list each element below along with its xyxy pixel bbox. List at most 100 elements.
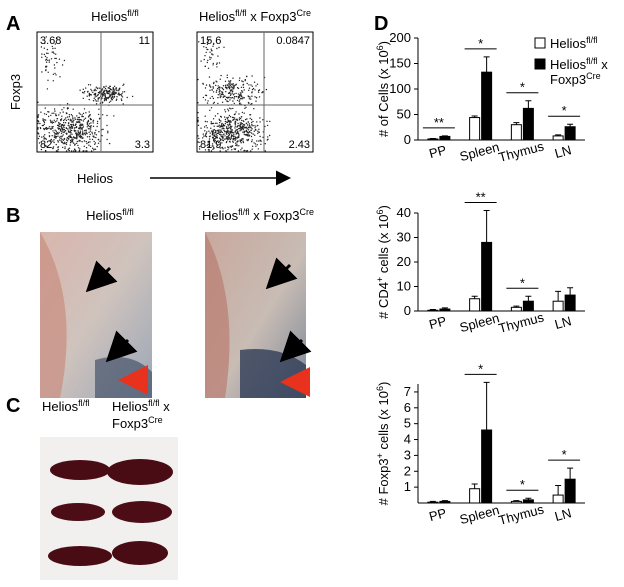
flow-dot [57,150,59,152]
flow-dot [52,125,54,128]
flow-dot [237,131,239,133]
flow-dot [93,149,95,151]
error-bar [483,210,490,243]
flow-dot [239,126,242,128]
flow-dot [96,125,98,128]
flow-dot [92,120,94,122]
flow-dot [121,93,123,95]
flow-dot [251,148,253,150]
flow-dot [231,131,234,133]
flow-dot [64,122,67,124]
flow-dot [213,134,216,136]
flow-dot [212,129,214,131]
flow-dot [60,137,62,140]
flow-dot [42,124,44,127]
label-part: cells (x 10 [376,391,391,453]
flow-dot [63,107,65,109]
label-part: Helios [112,399,149,414]
flow-dot [246,118,248,120]
y-tick-label: 2 [404,463,411,478]
flow-dot [51,51,53,53]
x-tick-label: LN [553,313,573,332]
flow-dot [236,129,238,131]
flow-dot [44,137,46,140]
flow-dot [92,122,94,124]
flow-dot [37,120,39,122]
flow-dot [116,89,118,92]
flow-dot [89,130,92,132]
flow-dot [243,97,245,99]
flow-dot [248,95,250,98]
flow-dot [101,102,104,104]
flow-dot [257,132,259,134]
flow-dot [205,136,208,138]
flow-dot [241,138,243,141]
y-tick-label: 50 [397,107,411,122]
y-tick-label: 4 [404,432,411,447]
flow-dot [67,138,70,140]
flow-dot [89,84,92,86]
flow-dot [104,87,107,90]
legend-swatch [534,58,546,70]
flow-dot [94,96,96,98]
error-bar [567,287,574,296]
flow-dot [69,134,72,136]
flow-dot [54,135,57,137]
flow-dot [215,84,217,87]
flow-dot [40,46,43,48]
flow-dot [41,136,43,138]
flow-dot [238,103,241,105]
flow-dot [213,101,216,104]
flow-dot [247,139,250,141]
flow-dot [224,123,227,125]
flow-dot [108,90,111,92]
flow-dot [245,127,247,129]
significance-label: * [520,275,525,290]
flow-dot [208,138,211,140]
flow-dot [51,135,53,137]
flow-dot [67,128,69,130]
flow-dot [70,123,72,126]
flow-dot [257,130,259,132]
flow-dot [126,96,128,99]
flow-dot [243,131,245,134]
quadrant-value: 3.68 [40,35,61,47]
flow-dot [240,129,242,131]
flow-dot [54,72,56,75]
flow-dot [255,100,257,102]
flow-dot [239,99,241,101]
flow-dot [210,57,212,59]
flow-dot [198,148,201,150]
flow-dot [74,118,77,121]
flow-dot [95,100,98,102]
flow-dot [119,93,121,96]
flow-dot [69,129,72,131]
flow-dot [202,137,204,139]
flow-dot [215,142,217,144]
flow-dot [63,59,66,62]
label-part: Foxp3 [112,416,148,431]
flow-dot [244,118,247,121]
flow-dot [102,128,104,130]
flow-dot [122,103,124,105]
flow-dot [89,133,91,136]
flow-dot [72,124,75,127]
flow-dot [91,131,93,133]
flow-dot [235,92,237,95]
flow-dot [105,98,107,100]
label-part: ) [376,382,391,386]
flow-dot [219,90,221,92]
flow-dot [48,59,51,61]
flow-dot [239,122,241,124]
x-tick-label: LN [553,142,573,161]
flow-dot [227,125,230,127]
flow-dot [43,138,45,140]
flow-dot [251,88,254,91]
flow-dot [220,136,223,138]
flow-dot [68,127,71,129]
bar [481,429,493,504]
flow-dot [56,118,59,120]
flow-dot [76,140,79,143]
flow-dot [232,119,234,121]
flow-dot [93,97,95,100]
